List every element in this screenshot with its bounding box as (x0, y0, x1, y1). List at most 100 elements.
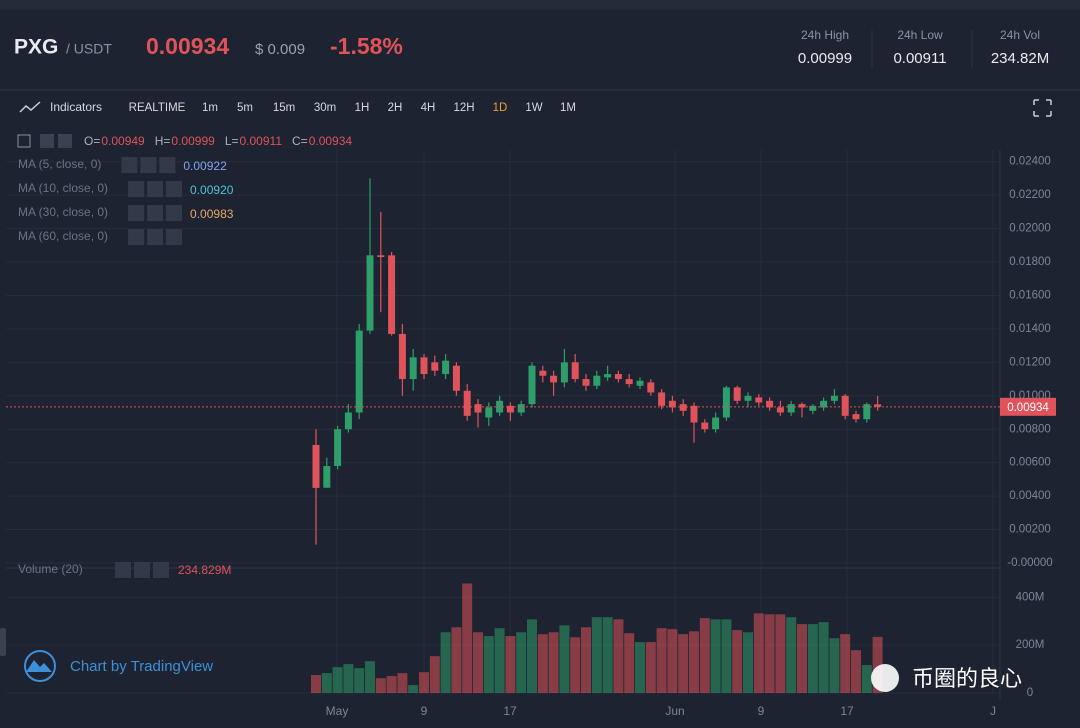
volume-control[interactable] (153, 562, 169, 578)
volume-bar (840, 634, 851, 693)
interval-button[interactable]: 1D (493, 102, 508, 114)
volume-bar (667, 629, 678, 693)
candle-body (560, 362, 568, 383)
volume-bar (872, 636, 883, 693)
ohlc-label: H= (155, 134, 171, 148)
volume-bar (786, 617, 797, 693)
ma-control[interactable] (147, 181, 164, 197)
volume-bar (861, 665, 872, 693)
price: 0.00934 (146, 33, 229, 59)
interval-button[interactable]: 15m (273, 102, 295, 114)
candle-body (744, 395, 752, 401)
ohlc-value: 0.00999 (171, 134, 215, 148)
interval-button[interactable]: 4H (421, 102, 436, 114)
volume-bar (613, 619, 624, 693)
indicators-button[interactable]: Indicators (50, 100, 102, 114)
usd-price: $ 0.009 (255, 41, 305, 58)
y-tick-label: 0.02200 (1009, 189, 1051, 201)
y-tick-label: 0.00400 (1009, 490, 1051, 502)
settings-icon[interactable] (58, 134, 72, 148)
ma-control[interactable] (166, 229, 183, 245)
x-tick-label: 9 (421, 704, 428, 718)
volume-bar (753, 613, 764, 693)
candle-body (452, 365, 460, 391)
volume-control[interactable] (115, 562, 131, 578)
candle-body (377, 255, 385, 258)
volume-bar (365, 661, 375, 693)
ma-control[interactable] (128, 205, 145, 221)
candle-body (593, 375, 601, 386)
volume-bar (311, 675, 321, 693)
candle-body (571, 362, 579, 380)
volume-bar (527, 619, 537, 693)
interval-button[interactable]: 5m (237, 102, 253, 114)
interval-button[interactable]: 1W (525, 102, 542, 114)
volume-bar (375, 678, 386, 693)
ohlc-label: C= (292, 134, 308, 148)
last-price-tag-bg (1000, 397, 1056, 416)
volume-bar (764, 614, 775, 693)
interval-button[interactable]: REALTIME (129, 102, 186, 114)
volume-bar (851, 650, 861, 693)
ma-value: 0.00922 (183, 159, 227, 173)
ma-control[interactable] (121, 157, 138, 173)
side-handle[interactable] (0, 628, 6, 656)
candle-body (431, 362, 439, 371)
volume-bar (505, 636, 516, 693)
interval-button[interactable]: 1H (355, 102, 370, 114)
brand[interactable]: Chart by TradingView (70, 658, 213, 675)
interval-button[interactable]: 12H (453, 102, 474, 114)
volume-bar (797, 624, 807, 693)
candle-body (528, 365, 536, 405)
ma-control[interactable] (166, 205, 183, 221)
volume-bar (462, 583, 473, 693)
ma-control[interactable] (147, 229, 164, 245)
ma-control[interactable] (128, 229, 145, 245)
ma-control[interactable] (166, 181, 183, 197)
interval-button[interactable]: 1M (560, 102, 576, 114)
volume-bar (451, 627, 462, 693)
candle-body (766, 400, 774, 408)
candle-body (712, 417, 720, 430)
ma-control[interactable] (128, 181, 145, 197)
stat-value: 234.82M (991, 50, 1049, 67)
volume-bar (419, 672, 429, 693)
top-strip (0, 0, 1080, 10)
eye-icon[interactable] (40, 134, 54, 148)
candle-body (442, 360, 450, 375)
stat-value: 0.00911 (893, 50, 946, 67)
candle-body (830, 395, 838, 401)
volume-bar (829, 638, 840, 693)
interval-button[interactable]: 30m (314, 102, 336, 114)
candle-body (323, 466, 331, 488)
candle-body (398, 333, 406, 380)
wechat-name: 币圈的良心 (912, 666, 1022, 691)
candle-body (841, 395, 849, 416)
volume-bar (689, 631, 699, 693)
candle-body (614, 374, 622, 380)
indicators-icon[interactable] (19, 101, 41, 113)
candle-body (463, 390, 471, 416)
x-tick-label: May (326, 704, 349, 718)
x-tick-label: 17 (840, 704, 854, 718)
y-tick-label: 0.02400 (1009, 156, 1051, 168)
collapse-icon[interactable] (17, 134, 31, 148)
ma-control[interactable] (140, 157, 157, 173)
ohlc-value: 0.00934 (309, 134, 353, 148)
volume-bar (570, 637, 581, 693)
volume-control[interactable] (134, 562, 150, 578)
ma-control[interactable] (159, 157, 176, 173)
x-tick-label: 17 (503, 704, 517, 718)
interval-button[interactable]: 2H (388, 102, 403, 114)
candle-body (755, 397, 763, 403)
ma-control[interactable] (147, 205, 164, 221)
candle-body (550, 375, 558, 383)
ma-value: 0.00983 (190, 207, 234, 221)
interval-button[interactable]: 1m (202, 102, 218, 114)
volume-bar (494, 628, 505, 693)
fullscreen-icon[interactable] (1033, 99, 1052, 117)
volume-bar (483, 636, 494, 693)
candle-body (506, 405, 514, 413)
candle-body (722, 387, 730, 418)
